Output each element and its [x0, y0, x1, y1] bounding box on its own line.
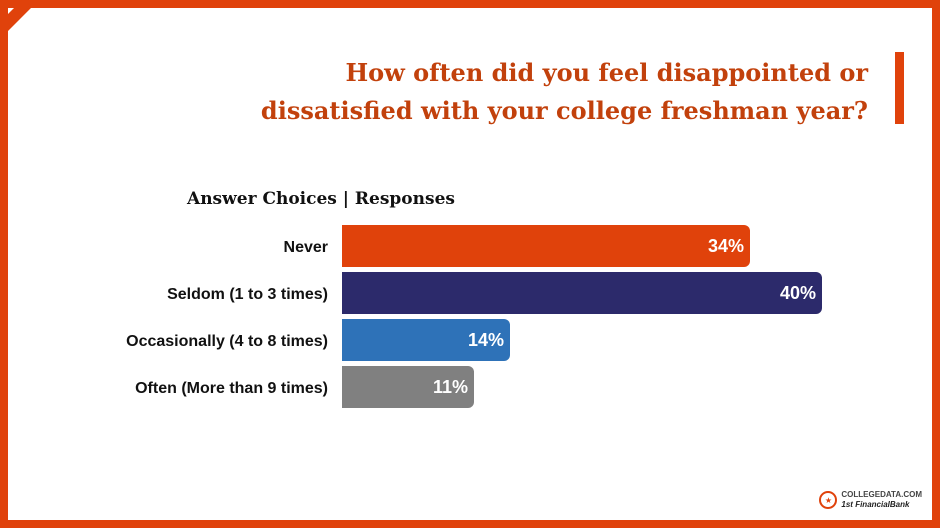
collegedata-logo: ★ COLLEGEDATA.COM 1st FinancialBank — [819, 490, 922, 510]
category-label-2: Occasionally (4 to 8 times) — [126, 333, 328, 350]
bar-0 — [342, 225, 750, 267]
column-header: Answer Choices | Responses — [187, 189, 455, 209]
bar-2 — [342, 319, 510, 361]
bar-1-edge — [342, 272, 350, 314]
title-line-1: How often did you feel disappointed or — [345, 58, 868, 87]
bar-1 — [342, 272, 822, 314]
category-label-1: Seldom (1 to 3 times) — [167, 286, 328, 303]
bar-3 — [342, 366, 474, 408]
seal-icon: ★ — [819, 491, 838, 509]
title-accent-bar — [895, 52, 904, 124]
bar-0-edge — [342, 225, 350, 267]
data-label-1: 40% — [780, 283, 816, 303]
logo-line-2: 1st FinancialBank — [841, 500, 910, 509]
bar-2-edge — [342, 319, 350, 361]
category-label-3: Often (More than 9 times) — [135, 380, 328, 397]
bar-3-edge — [342, 366, 350, 408]
data-label-0: 34% — [708, 236, 744, 256]
category-label-0: Never — [284, 239, 328, 256]
data-label-3: 11% — [433, 377, 468, 397]
chart-title: How often did you feel disappointed or d… — [248, 54, 868, 130]
logo-line-1: COLLEGEDATA.COM — [841, 490, 922, 499]
data-label-2: 14% — [468, 330, 504, 350]
title-line-2: dissatisfied with your college freshman … — [260, 96, 868, 125]
